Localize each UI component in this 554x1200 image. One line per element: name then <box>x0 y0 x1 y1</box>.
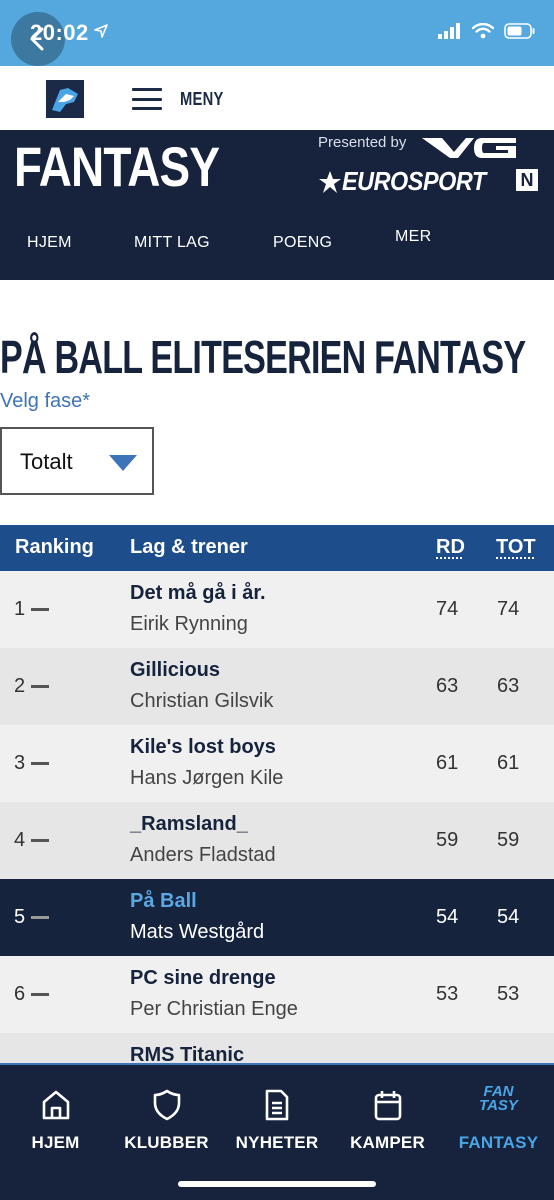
phase-select-value: Totalt <box>20 449 73 474</box>
fantasy-banner: FANTASY Presented by EUROSPORT N HJEM MI… <box>0 130 554 280</box>
table-row[interactable]: 6 PC sine drenge Per Christian Enge 53 5… <box>0 956 554 1033</box>
bottom-nav-fantasy[interactable]: FAN TASY FANTASY <box>443 1065 554 1175</box>
column-header-ranking[interactable]: Ranking <box>15 536 94 558</box>
rank: 5 <box>14 906 26 928</box>
column-header-tot[interactable]: TOT <box>496 536 536 558</box>
eurosport-text: EUROSPORT <box>342 166 486 196</box>
total-points: 54 <box>497 906 520 928</box>
total-points: 59 <box>497 829 520 851</box>
coach-name: Hans Jørgen Kile <box>130 767 284 789</box>
location-arrow-icon <box>94 24 108 38</box>
column-header-team[interactable]: Lag & trener <box>130 536 248 558</box>
team-name[interactable]: Gillicious <box>130 659 221 681</box>
rank-unchanged-icon <box>31 993 49 996</box>
bottom-nav-label: NYHETER <box>235 1133 319 1152</box>
page-title: PÅ BALL ELITESERIEN FANTASY <box>0 331 526 383</box>
presented-by-label: Presented by <box>318 134 407 151</box>
fantasy-nav-mitt-lag[interactable]: MITT LAG <box>134 234 210 251</box>
battery-icon <box>504 23 535 39</box>
coach-name: Mats Westgård <box>130 921 265 943</box>
fantasy-title: FANTASY <box>14 135 220 198</box>
team-name[interactable]: På Ball <box>130 890 197 912</box>
table-row[interactable]: 4 _Ramsland_ Anders Fladstad 59 59 <box>0 802 554 879</box>
round-points: 59 <box>436 829 459 851</box>
phase-label: Velg fase* <box>0 390 91 412</box>
rank: 6 <box>14 983 26 1005</box>
menu-button[interactable]: MENY <box>132 84 233 114</box>
table-row[interactable]: 3 Kile's lost boys Hans Jørgen Kile 61 6… <box>0 725 554 802</box>
bottom-nav-nyheter[interactable]: NYHETER <box>222 1065 332 1175</box>
status-time: 20:02 <box>30 20 89 45</box>
signal-icon <box>438 23 460 39</box>
round-points: 53 <box>436 983 459 1005</box>
rank-unchanged-icon <box>31 762 49 765</box>
round-points: 74 <box>436 598 459 620</box>
bottom-nav-label: FANTASY <box>458 1133 539 1152</box>
site-header: MENY <box>0 66 554 130</box>
chevron-down-icon <box>109 455 137 471</box>
home-indicator <box>178 1181 376 1187</box>
bottom-nav-hjem[interactable]: HJEM <box>0 1065 111 1175</box>
back-button[interactable] <box>11 12 65 66</box>
logo-icon <box>46 80 84 118</box>
rank-unchanged-icon <box>31 916 49 919</box>
calendar-icon <box>374 1091 401 1121</box>
total-points: 61 <box>497 752 520 774</box>
table-row[interactable]: 2 Gillicious Christian Gilsvik 63 63 <box>0 648 554 725</box>
coach-name: Per Christian Enge <box>130 998 298 1020</box>
round-points: 63 <box>436 675 459 697</box>
rank-unchanged-icon <box>31 608 49 611</box>
table-row-own-team[interactable]: 5 På Ball Mats Westgård 54 54 <box>0 879 554 956</box>
fantasy-logo-icon: FAN TASY <box>479 1083 518 1114</box>
team-name[interactable]: Kile's lost boys <box>130 736 276 758</box>
round-points: 61 <box>436 752 459 774</box>
rank: 2 <box>14 675 26 697</box>
fantasy-nav-hjem[interactable]: HJEM <box>27 234 72 251</box>
bottom-nav-kamper[interactable]: KAMPER <box>332 1065 443 1175</box>
table-row[interactable]: 1 Det må gå i år. Eirik Rynning 74 74 <box>0 571 554 648</box>
rank: 1 <box>14 598 26 620</box>
chevron-left-icon <box>30 27 44 51</box>
wifi-icon <box>472 23 494 39</box>
home-icon <box>42 1090 69 1120</box>
rank: 4 <box>14 829 26 851</box>
total-points: 53 <box>497 983 520 1005</box>
rank-unchanged-icon <box>31 685 49 688</box>
round-points: 54 <box>436 906 459 928</box>
phase-select[interactable]: Totalt <box>0 427 154 495</box>
rank-unchanged-icon <box>31 839 49 842</box>
document-icon <box>265 1089 289 1121</box>
team-name[interactable]: RMS Titanic <box>130 1044 245 1066</box>
total-points: 74 <box>497 598 520 620</box>
bottom-nav-label: KAMPER <box>350 1133 425 1152</box>
coach-name: Anders Fladstad <box>130 844 276 866</box>
coach-name: Eirik Rynning <box>130 613 248 635</box>
vg-logo <box>422 138 516 158</box>
menu-label: MENY <box>180 88 224 109</box>
team-name[interactable]: Det må gå i år. <box>130 582 266 604</box>
total-points: 63 <box>497 675 520 697</box>
shield-icon <box>153 1089 180 1121</box>
hamburger-icon <box>132 88 162 110</box>
status-bar: 20:02 <box>0 0 554 66</box>
table-header: Ranking Lag & trener RD TOT <box>0 525 554 571</box>
fantasy-nav-poeng[interactable]: POENG <box>273 234 333 251</box>
coach-name: Christian Gilsvik <box>130 690 274 712</box>
eurosport-logo: EUROSPORT N <box>318 166 538 197</box>
fantasy-nav-mer[interactable]: MER <box>395 228 432 245</box>
status-icons <box>438 23 536 39</box>
bottom-nav-label: HJEM <box>31 1133 80 1152</box>
column-header-rd[interactable]: RD <box>436 536 465 558</box>
eurosport-n-badge: N <box>516 169 538 191</box>
rank: 3 <box>14 752 26 774</box>
bottom-nav-klubber[interactable]: KLUBBER <box>111 1065 222 1175</box>
bottom-nav: HJEM KLUBBER NYHETER KAMPER FAN TASY FAN… <box>0 1063 554 1200</box>
bottom-nav-label: KLUBBER <box>124 1133 209 1152</box>
team-name[interactable]: _Ramsland_ <box>130 813 248 835</box>
team-name[interactable]: PC sine drenge <box>130 967 276 989</box>
eliteserien-logo[interactable] <box>46 80 84 118</box>
star-icon <box>319 170 341 193</box>
